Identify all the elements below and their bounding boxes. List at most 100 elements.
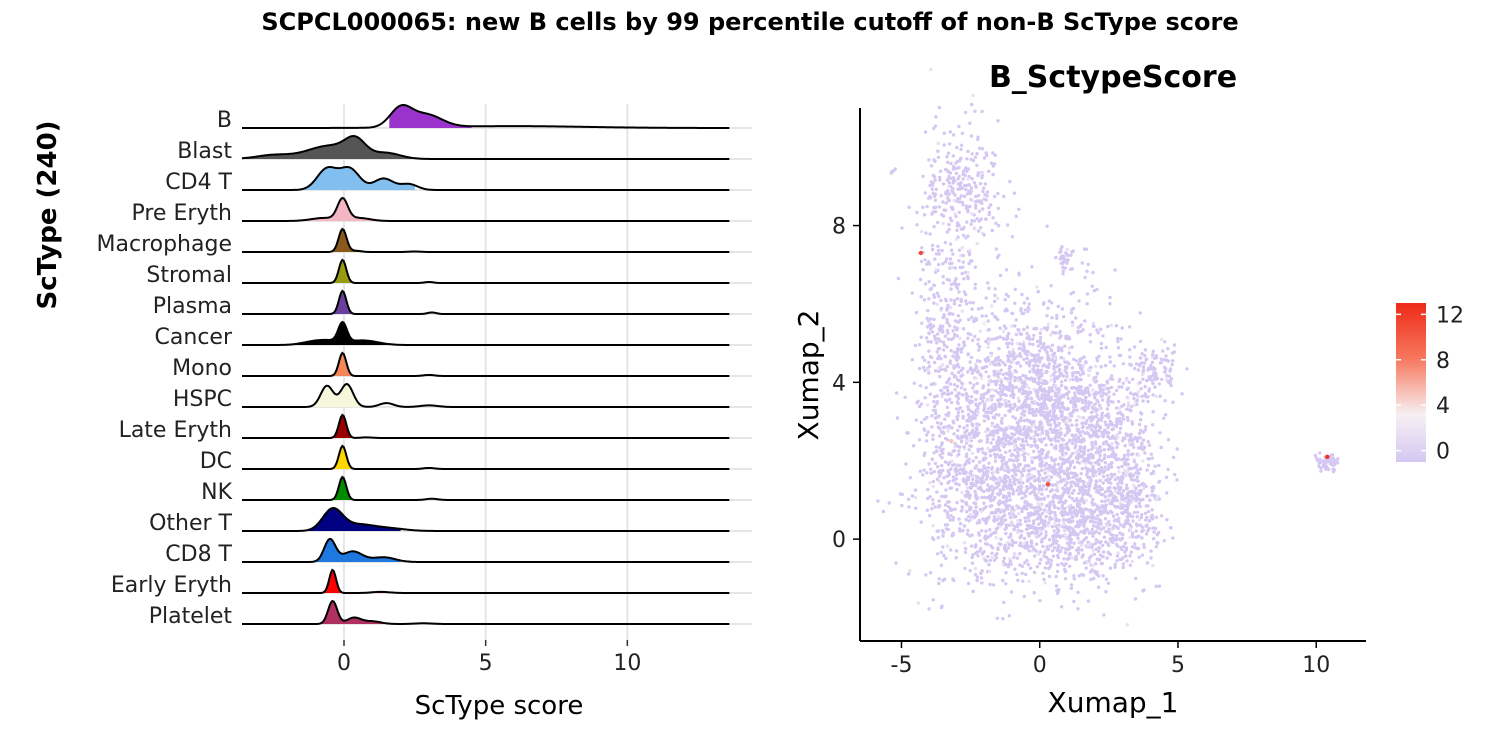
umap-point (1045, 350, 1049, 355)
ridge-fill-plasma (327, 290, 361, 314)
umap-point (1054, 584, 1059, 588)
umap-point (942, 343, 947, 347)
umap-point (955, 435, 960, 440)
umap-point (1024, 527, 1029, 532)
umap-point (1067, 427, 1071, 432)
umap-point (1088, 369, 1092, 373)
umap-point (1138, 339, 1143, 344)
umap-point (1053, 398, 1058, 402)
umap-point (1031, 530, 1035, 535)
umap-point (1027, 408, 1032, 412)
umap-point (1044, 475, 1048, 480)
umap-point (1025, 331, 1029, 336)
umap-point (999, 454, 1003, 458)
umap-point (935, 449, 939, 453)
umap-point (1080, 400, 1085, 404)
umap-point (1047, 436, 1051, 441)
umap-point (995, 296, 1000, 300)
umap-point (963, 430, 967, 435)
umap-point (1045, 328, 1049, 332)
umap-point (1040, 492, 1044, 496)
umap-point (919, 229, 924, 234)
umap-point (1003, 461, 1008, 466)
umap-point (983, 357, 987, 362)
umap-point (1052, 529, 1056, 533)
umap-point (1098, 454, 1102, 458)
umap-point (961, 177, 965, 181)
umap-point (958, 336, 962, 340)
umap-point (1074, 359, 1079, 363)
umap-point (931, 408, 936, 413)
umap-point (955, 351, 959, 356)
umap-point (922, 417, 927, 421)
umap-point (1105, 442, 1110, 447)
umap-point (1115, 433, 1120, 437)
umap-point (1086, 467, 1091, 471)
umap-point (989, 353, 993, 358)
umap-point (1043, 581, 1047, 585)
umap-point (1051, 330, 1055, 335)
umap-point (952, 432, 956, 436)
umap-point (1079, 433, 1083, 438)
umap-point (981, 207, 985, 211)
umap-point (967, 432, 971, 437)
umap-point (1175, 478, 1179, 482)
umap-point (1125, 496, 1129, 500)
umap-point (1049, 558, 1054, 563)
umap-point (1019, 470, 1023, 474)
umap-point (954, 356, 958, 361)
umap-point (1057, 500, 1061, 505)
umap-point (933, 270, 938, 274)
umap-point (940, 441, 944, 445)
umap-point (1134, 529, 1139, 533)
umap-point (935, 490, 939, 494)
umap-point (964, 292, 968, 297)
umap-point (997, 377, 1002, 382)
umap-point (1132, 345, 1137, 349)
umap-point (1118, 506, 1123, 510)
umap-point (1157, 497, 1162, 501)
umap-point (1092, 324, 1096, 328)
umap-point (991, 583, 996, 587)
umap-point (980, 306, 984, 310)
umap-point (1027, 549, 1031, 553)
umap-point (1115, 554, 1120, 558)
umap-point (941, 468, 945, 473)
umap-point (968, 360, 972, 364)
umap-point (944, 190, 948, 195)
umap-point (1054, 324, 1059, 329)
umap-point (1139, 445, 1143, 449)
umap-point (1018, 541, 1022, 545)
umap-point (999, 380, 1004, 384)
umap-point (1047, 414, 1052, 418)
umap-point (927, 331, 931, 336)
umap-point (995, 518, 999, 522)
umap-point (1018, 425, 1022, 429)
umap-point (949, 348, 953, 353)
umap-point (1040, 540, 1044, 544)
umap-point (975, 434, 979, 438)
umap-point (1045, 453, 1049, 457)
umap-point (1101, 510, 1105, 514)
umap-point (930, 330, 935, 334)
umap-point (1031, 337, 1035, 341)
umap-point (1134, 535, 1139, 539)
umap-point (1004, 450, 1008, 454)
umap-point (942, 367, 947, 371)
umap-point (1004, 404, 1008, 408)
umap-point (1023, 519, 1028, 524)
umap-point (894, 561, 898, 565)
umap-point (945, 257, 949, 261)
umap-point (1022, 541, 1027, 545)
umap-point (1040, 346, 1044, 350)
umap-point (912, 381, 916, 385)
umap-point (1015, 341, 1020, 346)
umap-point (1079, 391, 1083, 396)
umap-point (996, 546, 1000, 550)
umap-point (1054, 439, 1058, 443)
umap-point (1094, 392, 1098, 396)
umap-point (951, 154, 955, 158)
umap-point (930, 507, 934, 511)
umap-point (914, 495, 918, 500)
umap-point (968, 204, 972, 209)
